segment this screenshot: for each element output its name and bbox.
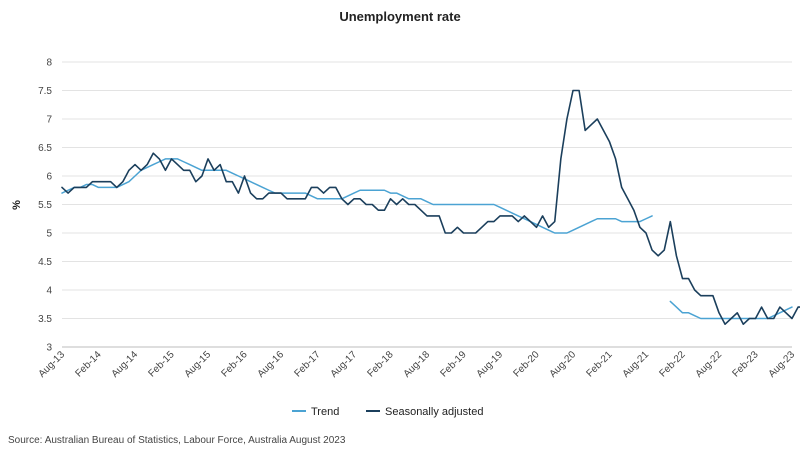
x-tick-label: Aug-14 (110, 349, 141, 380)
x-tick-label: Aug-20 (548, 349, 579, 380)
x-tick-label: Feb-22 (657, 349, 687, 379)
y-tick-label: 4 (46, 286, 52, 297)
x-tick-label: Feb-21 (584, 349, 614, 379)
series-line-seasonally-adjusted (61, 89, 800, 325)
y-tick-label: 8 (46, 58, 52, 69)
x-tick-label: Aug-13 (37, 349, 68, 380)
series-line-trend (61, 158, 653, 234)
x-tick-label: Aug-17 (329, 349, 360, 380)
x-tick-label: Feb-15 (146, 349, 176, 379)
x-tick-label: Aug-19 (475, 349, 506, 380)
y-tick-label: 5.5 (38, 200, 52, 211)
y-tick-label: 6.5 (38, 143, 52, 154)
x-tick-label: Aug-21 (621, 349, 652, 380)
series-lines (61, 89, 800, 325)
source-note: Source: Australian Bureau of Statistics,… (8, 435, 346, 446)
y-tick-label: 3.5 (38, 314, 52, 325)
x-tick-label: Feb-14 (73, 349, 103, 379)
x-tick-label: Aug-15 (183, 349, 214, 380)
gridlines (62, 61, 792, 319)
y-axis-ticks: 3 3.5 4 4.5 5 5.5 6 6.5 7 7.5 8 (38, 58, 52, 354)
x-tick-label: Aug-23 (767, 349, 798, 380)
y-tick-label: 6 (46, 172, 52, 183)
x-tick-label: Feb-20 (511, 349, 541, 379)
y-tick-label: 3 (46, 343, 52, 354)
x-tick-label: Feb-17 (292, 349, 322, 379)
legend-seasonally-adjusted-label: Seasonally adjusted (385, 406, 483, 418)
y-tick-label: 5 (46, 229, 52, 240)
x-tick-label: Aug-18 (402, 349, 433, 380)
x-tick-label: Feb-16 (219, 349, 249, 379)
y-axis-label: % (11, 200, 23, 210)
series-line-trend (669, 300, 793, 320)
legend: Trend Seasonally adjusted (292, 406, 483, 418)
y-tick-label: 7 (46, 115, 52, 126)
y-tick-label: 7.5 (38, 86, 52, 97)
x-tick-label: Feb-18 (365, 349, 395, 379)
y-tick-label: 4.5 (38, 257, 52, 268)
x-axis-ticks: Aug-13 Feb-14 Aug-14 Feb-15 Aug-15 Feb-16 Aug-… (37, 349, 798, 380)
x-tick-label: Feb-23 (730, 349, 760, 379)
legend-trend-label: Trend (311, 406, 339, 418)
chart-title: Unemployment rate (339, 9, 460, 24)
x-tick-label: Aug-16 (256, 349, 287, 380)
x-tick-label: Aug-22 (694, 349, 725, 380)
x-tick-label: Feb-19 (438, 349, 468, 379)
